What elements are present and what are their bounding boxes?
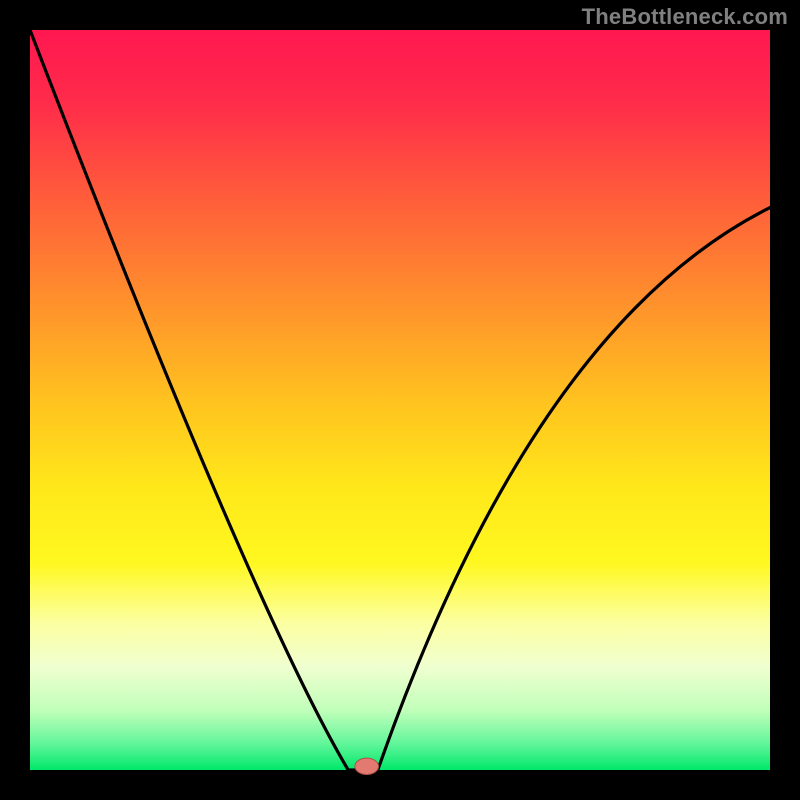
chart-svg (0, 0, 800, 800)
plot-background (30, 30, 770, 770)
minimum-marker (355, 758, 379, 774)
watermark-text: TheBottleneck.com (582, 4, 788, 30)
chart-root: TheBottleneck.com (0, 0, 800, 800)
